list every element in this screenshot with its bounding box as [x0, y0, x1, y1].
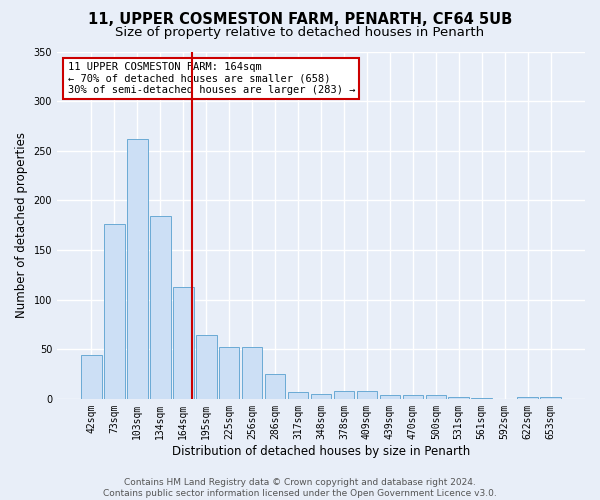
Bar — [288, 392, 308, 399]
Bar — [173, 286, 194, 399]
Bar — [196, 336, 217, 399]
Bar — [104, 224, 125, 399]
Bar — [472, 398, 492, 399]
Text: Contains HM Land Registry data © Crown copyright and database right 2024.
Contai: Contains HM Land Registry data © Crown c… — [103, 478, 497, 498]
Bar — [127, 139, 148, 399]
Bar — [311, 394, 331, 399]
Bar — [150, 216, 170, 399]
Text: 11 UPPER COSMESTON FARM: 164sqm
← 70% of detached houses are smaller (658)
30% o: 11 UPPER COSMESTON FARM: 164sqm ← 70% of… — [68, 62, 355, 95]
Y-axis label: Number of detached properties: Number of detached properties — [15, 132, 28, 318]
X-axis label: Distribution of detached houses by size in Penarth: Distribution of detached houses by size … — [172, 444, 470, 458]
Bar — [356, 391, 377, 399]
Bar — [448, 397, 469, 399]
Bar — [265, 374, 286, 399]
Bar — [81, 355, 102, 399]
Bar — [403, 395, 423, 399]
Text: 11, UPPER COSMESTON FARM, PENARTH, CF64 5UB: 11, UPPER COSMESTON FARM, PENARTH, CF64 … — [88, 12, 512, 28]
Bar — [541, 397, 561, 399]
Bar — [334, 391, 355, 399]
Bar — [380, 395, 400, 399]
Text: Size of property relative to detached houses in Penarth: Size of property relative to detached ho… — [115, 26, 485, 39]
Bar — [242, 347, 262, 399]
Bar — [219, 347, 239, 399]
Bar — [517, 397, 538, 399]
Bar — [425, 395, 446, 399]
